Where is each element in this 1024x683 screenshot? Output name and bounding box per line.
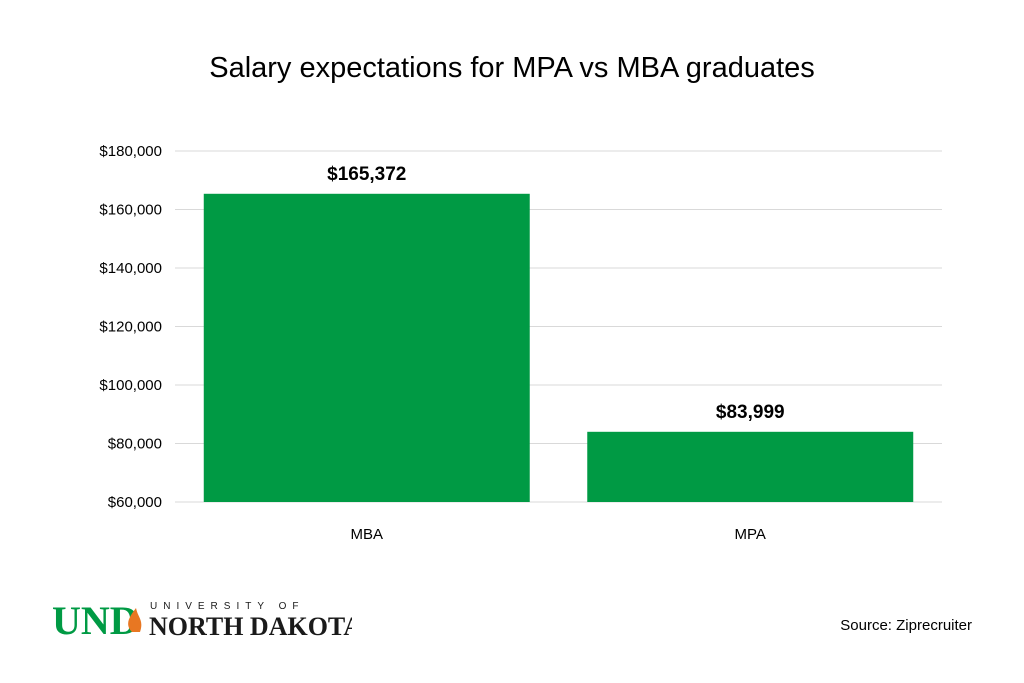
y-tick-label: $100,000: [99, 377, 162, 394]
y-tick-label: $180,000: [99, 143, 162, 160]
bars: [203, 193, 914, 502]
bar: [587, 431, 914, 502]
bar: [203, 193, 530, 502]
data-label: $165,372: [327, 164, 406, 185]
data-labels: $165,372 $83,999: [327, 164, 784, 423]
logo-bottom-line: NORTH DAKOTA: [149, 612, 352, 638]
bar-chart: $60,000 $80,000 $100,000 $120,000 $140,000 $1…: [99, 143, 942, 543]
y-axis-ticks: $60,000 $80,000 $100,000 $120,000 $140,000 $1…: [99, 143, 162, 511]
source-note: Source: Ziprecruiter: [840, 617, 972, 634]
flame-icon: [128, 608, 142, 632]
y-tick-label: $120,000: [99, 319, 162, 336]
und-wordmark: UND: [52, 598, 139, 638]
x-axis-ticks: MBA MPA: [350, 526, 765, 543]
x-tick-label: MBA: [350, 526, 383, 543]
logo-top-line: UNIVERSITY OF: [150, 601, 305, 612]
y-tick-label: $160,000: [99, 202, 162, 219]
y-tick-label: $80,000: [108, 436, 162, 453]
data-label: $83,999: [716, 402, 785, 423]
x-tick-label: MPA: [735, 526, 766, 543]
chart-title: Salary expectations for MPA vs MBA gradu…: [209, 52, 815, 84]
y-tick-label: $60,000: [108, 494, 162, 511]
y-tick-label: $140,000: [99, 260, 162, 277]
und-logo: UND UNIVERSITY OF NORTH DAKOTA: [52, 598, 352, 638]
